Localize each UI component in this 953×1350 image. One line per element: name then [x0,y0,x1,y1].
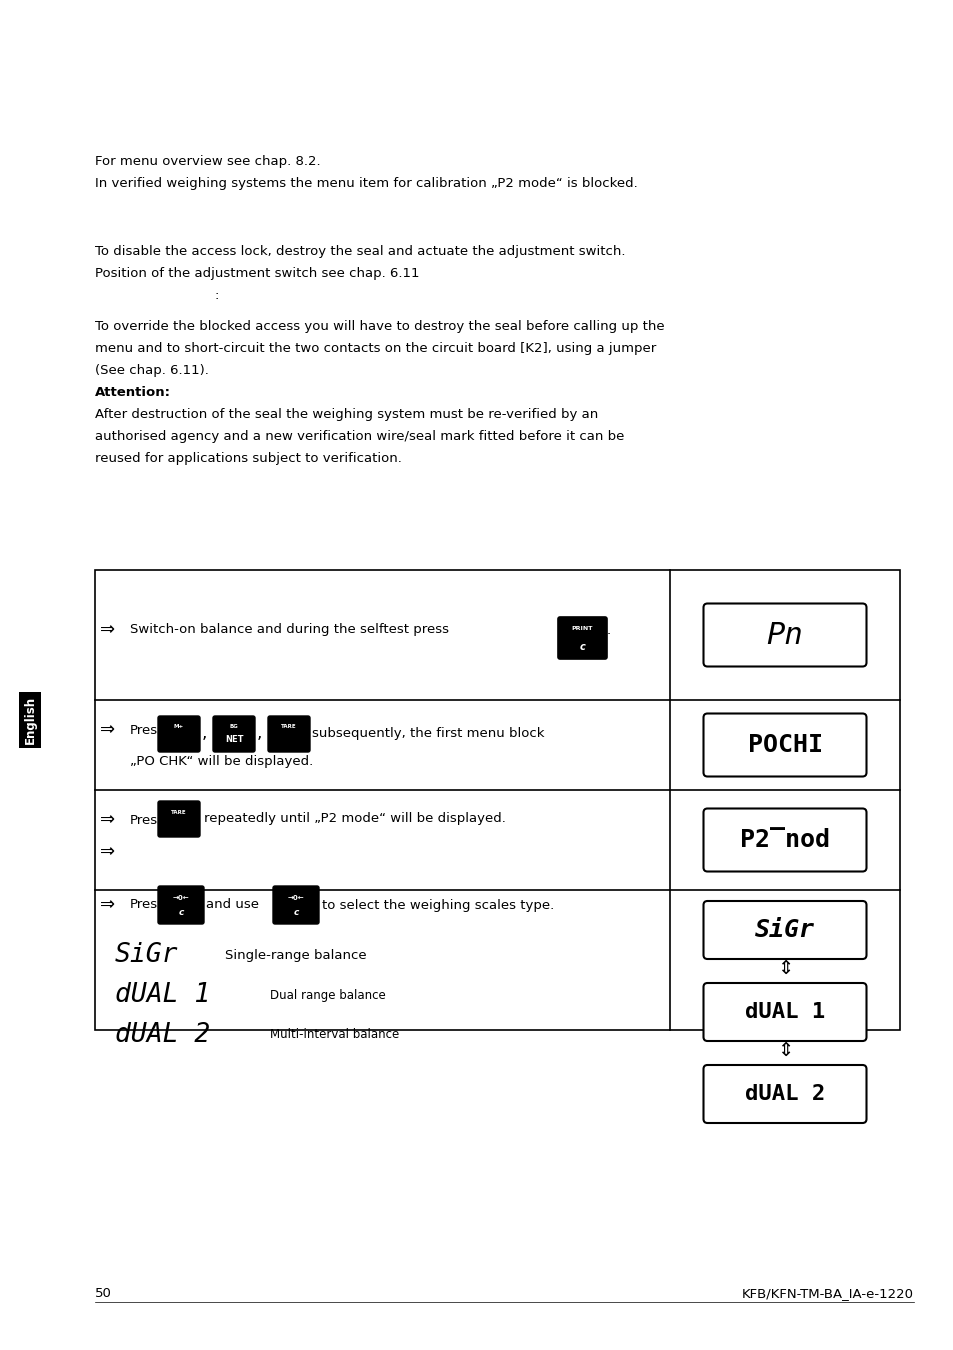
Text: repeatedly until „P2 mode“ will be displayed.: repeatedly until „P2 mode“ will be displ… [204,811,505,825]
Text: ,: , [256,724,262,742]
Text: „PO CHK“ will be displayed.: „PO CHK“ will be displayed. [130,756,313,768]
Text: English: English [24,697,36,744]
FancyBboxPatch shape [213,716,254,752]
FancyBboxPatch shape [702,714,865,776]
Text: authorised agency and a new verification wire/seal mark fitted before it can be: authorised agency and a new verification… [95,431,623,443]
Text: PRINT: PRINT [571,626,593,632]
Text: →0←: →0← [172,895,189,900]
Text: TARE: TARE [171,810,187,814]
FancyBboxPatch shape [158,801,200,837]
Text: M+: M+ [173,725,184,729]
Text: 50: 50 [95,1287,112,1300]
Text: ⇕: ⇕ [776,958,792,977]
Text: Press: Press [130,899,165,911]
Text: POCHI: POCHI [747,733,821,757]
FancyBboxPatch shape [158,886,204,923]
Text: Pn: Pn [766,621,802,649]
Text: Multi-interval balance: Multi-interval balance [270,1029,399,1041]
Text: →0←: →0← [288,895,304,900]
FancyBboxPatch shape [268,716,310,752]
FancyBboxPatch shape [702,900,865,958]
Text: Dual range balance: Dual range balance [270,988,385,1002]
Text: menu and to short-circuit the two contacts on the circuit board [K2], using a ju: menu and to short-circuit the two contac… [95,342,656,355]
Text: KFB/KFN-TM-BA_IA-e-1220: KFB/KFN-TM-BA_IA-e-1220 [741,1287,913,1300]
Text: dUAL 2: dUAL 2 [115,1022,210,1048]
Text: For menu overview see chap. 8.2.: For menu overview see chap. 8.2. [95,155,320,167]
Text: c: c [293,907,298,917]
FancyBboxPatch shape [273,886,318,923]
Text: SiGr: SiGr [754,918,814,942]
Text: BG: BG [230,725,238,729]
Text: and use: and use [206,899,258,911]
Text: c: c [178,907,184,917]
Text: Single-range balance: Single-range balance [225,949,366,961]
Text: ⇒: ⇒ [100,842,115,861]
Text: Press: Press [130,814,165,826]
Text: reused for applications subject to verification.: reused for applications subject to verif… [95,452,401,464]
Text: ⇒: ⇒ [100,896,115,914]
Text: subsequently, the first menu block: subsequently, the first menu block [312,726,544,740]
Text: dUAL 1: dUAL 1 [744,1002,824,1022]
FancyBboxPatch shape [158,716,200,752]
Text: NET: NET [225,736,243,744]
Text: ⇒: ⇒ [100,721,115,738]
FancyBboxPatch shape [702,983,865,1041]
Text: ⇒: ⇒ [100,811,115,829]
Text: ⇕: ⇕ [776,1041,792,1060]
Text: .: . [606,624,611,636]
Text: :: : [214,289,219,302]
Text: To override the blocked access you will have to destroy the seal before calling : To override the blocked access you will … [95,320,664,333]
Text: SiGr: SiGr [115,942,178,968]
Text: c: c [579,643,585,652]
FancyBboxPatch shape [702,1065,865,1123]
FancyBboxPatch shape [702,809,865,872]
Text: In verified weighing systems the menu item for calibration „P2 mode“ is blocked.: In verified weighing systems the menu it… [95,177,638,190]
Text: Position of the adjustment switch see chap. 6.11: Position of the adjustment switch see ch… [95,267,419,279]
Text: P2̅nod: P2̅nod [740,828,829,852]
Text: To disable the access lock, destroy the seal and actuate the adjustment switch.: To disable the access lock, destroy the … [95,244,625,258]
Text: dUAL 1: dUAL 1 [115,981,210,1008]
Text: ,: , [202,724,207,742]
Text: (See chap. 6.11).: (See chap. 6.11). [95,364,209,377]
FancyBboxPatch shape [702,603,865,667]
Text: Attention:: Attention: [95,386,171,400]
Text: After destruction of the seal the weighing system must be re-verified by an: After destruction of the seal the weighi… [95,408,598,421]
Text: Press: Press [130,724,165,737]
Text: TARE: TARE [281,725,296,729]
Text: to select the weighing scales type.: to select the weighing scales type. [322,899,554,911]
FancyBboxPatch shape [558,617,606,659]
Text: dUAL 2: dUAL 2 [744,1084,824,1104]
Text: Switch-on balance and during the selftest press: Switch-on balance and during the selftes… [130,624,449,636]
Text: ⇒: ⇒ [100,621,115,639]
